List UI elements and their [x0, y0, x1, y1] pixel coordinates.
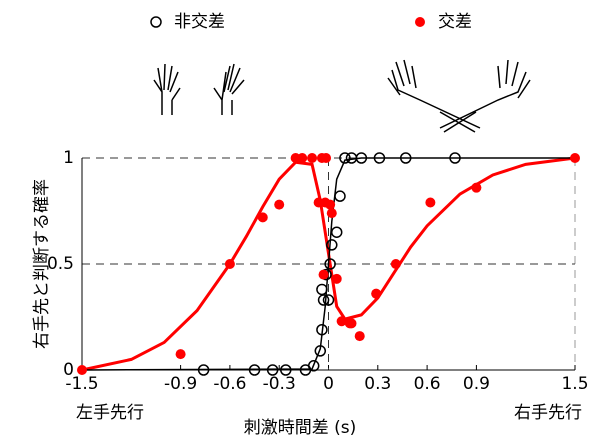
data-point: [314, 345, 327, 357]
data-point: [280, 364, 292, 376]
data-point: [77, 365, 87, 375]
x-tick-label: -0.3: [263, 374, 296, 394]
data-point: [317, 294, 330, 306]
data-point: [336, 316, 347, 327]
data-point: [197, 364, 210, 376]
data-point: [326, 239, 338, 251]
data-point: [346, 318, 357, 329]
data-point: [266, 364, 279, 376]
data-point: [274, 199, 285, 210]
data-point: [331, 273, 342, 284]
data-point: [425, 197, 436, 208]
data-point: [316, 323, 328, 336]
data-point: [307, 360, 320, 372]
data-point: [297, 153, 308, 163]
x-tick-label: 0.6: [414, 374, 441, 394]
left-note: 左手先行: [76, 403, 144, 423]
legend-marker: [150, 16, 162, 28]
right-note: 右手先行: [514, 403, 582, 423]
hands-crossed: [387, 59, 531, 133]
y-axis-label: 右手先と判断する確率: [32, 179, 52, 349]
data-point: [316, 283, 328, 296]
x-axis-label: 刺激時間差 (s): [244, 418, 357, 438]
fit-curve: [81, 157, 575, 371]
y-tick-label: 0: [63, 360, 74, 380]
data-point: [224, 259, 235, 269]
data-point: [371, 288, 382, 299]
data-point: [326, 208, 337, 219]
y-tick-label: 1: [63, 148, 74, 168]
data-point: [355, 152, 368, 164]
data-point: [248, 364, 261, 376]
data-point: [318, 269, 329, 280]
x-tick-label: 0: [323, 374, 334, 394]
data-point: [325, 199, 336, 210]
hands-uncrossed: [153, 63, 245, 115]
data-point: [330, 226, 343, 238]
data-point: [390, 259, 401, 269]
data-point: [354, 331, 365, 342]
data-point: [570, 153, 580, 163]
data-point: [321, 153, 332, 163]
data-point: [307, 153, 318, 163]
x-tick-label: -0.6: [213, 374, 246, 394]
data-point: [324, 258, 336, 270]
data-point: [471, 182, 482, 193]
fit-curve: [81, 156, 576, 372]
data-point: [399, 152, 412, 164]
x-tick-label: 0.3: [364, 374, 391, 394]
data-point: [322, 294, 335, 306]
x-tick-label: 1.5: [561, 374, 588, 394]
legend-marker: [415, 17, 425, 27]
x-tick-label: 0.9: [463, 374, 490, 394]
y-tick-label: 0.5: [47, 254, 74, 274]
data-point: [334, 190, 346, 202]
data-point: [373, 152, 386, 164]
legend-label: 非交差: [174, 12, 225, 32]
x-tick-label: -0.9: [164, 374, 197, 394]
legend-label: 交差: [438, 12, 472, 32]
data-point: [175, 349, 186, 360]
data-point: [257, 212, 268, 223]
data-point: [449, 152, 461, 164]
x-tick-label: -1.5: [65, 374, 98, 394]
data-point: [339, 152, 351, 164]
